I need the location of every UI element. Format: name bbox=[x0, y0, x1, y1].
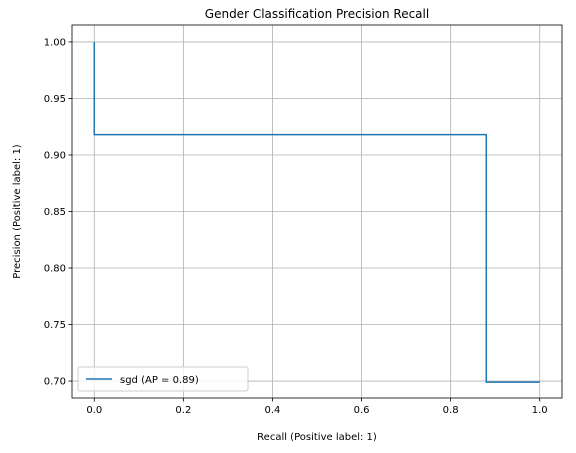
y-tick-label: 0.85 bbox=[44, 207, 66, 218]
y-axis-ticks: 0.70 0.75 0.80 0.85 0.90 0.95 1.00 bbox=[44, 37, 72, 388]
y-tick-label: 0.70 bbox=[44, 377, 66, 388]
x-tick-label: 0.4 bbox=[265, 405, 281, 416]
chart-title: Gender Classification Precision Recall bbox=[205, 7, 429, 21]
x-axis-ticks: 0.0 0.2 0.4 0.6 0.8 1.0 bbox=[86, 398, 548, 416]
series-line bbox=[93, 41, 540, 383]
y-tick-label: 0.90 bbox=[44, 150, 66, 161]
grid bbox=[72, 25, 562, 398]
x-tick-label: 0.2 bbox=[175, 405, 191, 416]
legend-entry-label: sgd (AP = 0.89) bbox=[120, 375, 199, 386]
y-tick-label: 1.00 bbox=[44, 37, 66, 48]
x-tick-label: 0.6 bbox=[354, 405, 370, 416]
y-tick-label: 0.75 bbox=[44, 320, 66, 331]
legend-box bbox=[77, 366, 249, 392]
y-axis-label: Precision (Positive label: 1) bbox=[12, 144, 23, 279]
x-tick-label: 0.0 bbox=[86, 405, 102, 416]
x-axis-label: Recall (Positive label: 1) bbox=[257, 432, 377, 443]
series-layer bbox=[93, 41, 540, 383]
x-tick-label: 0.8 bbox=[443, 405, 459, 416]
legend: sgd (AP = 0.89) bbox=[77, 366, 249, 392]
y-tick-label: 0.80 bbox=[44, 264, 66, 275]
x-tick-label: 1.0 bbox=[532, 405, 548, 416]
y-tick-label: 0.95 bbox=[44, 94, 66, 105]
